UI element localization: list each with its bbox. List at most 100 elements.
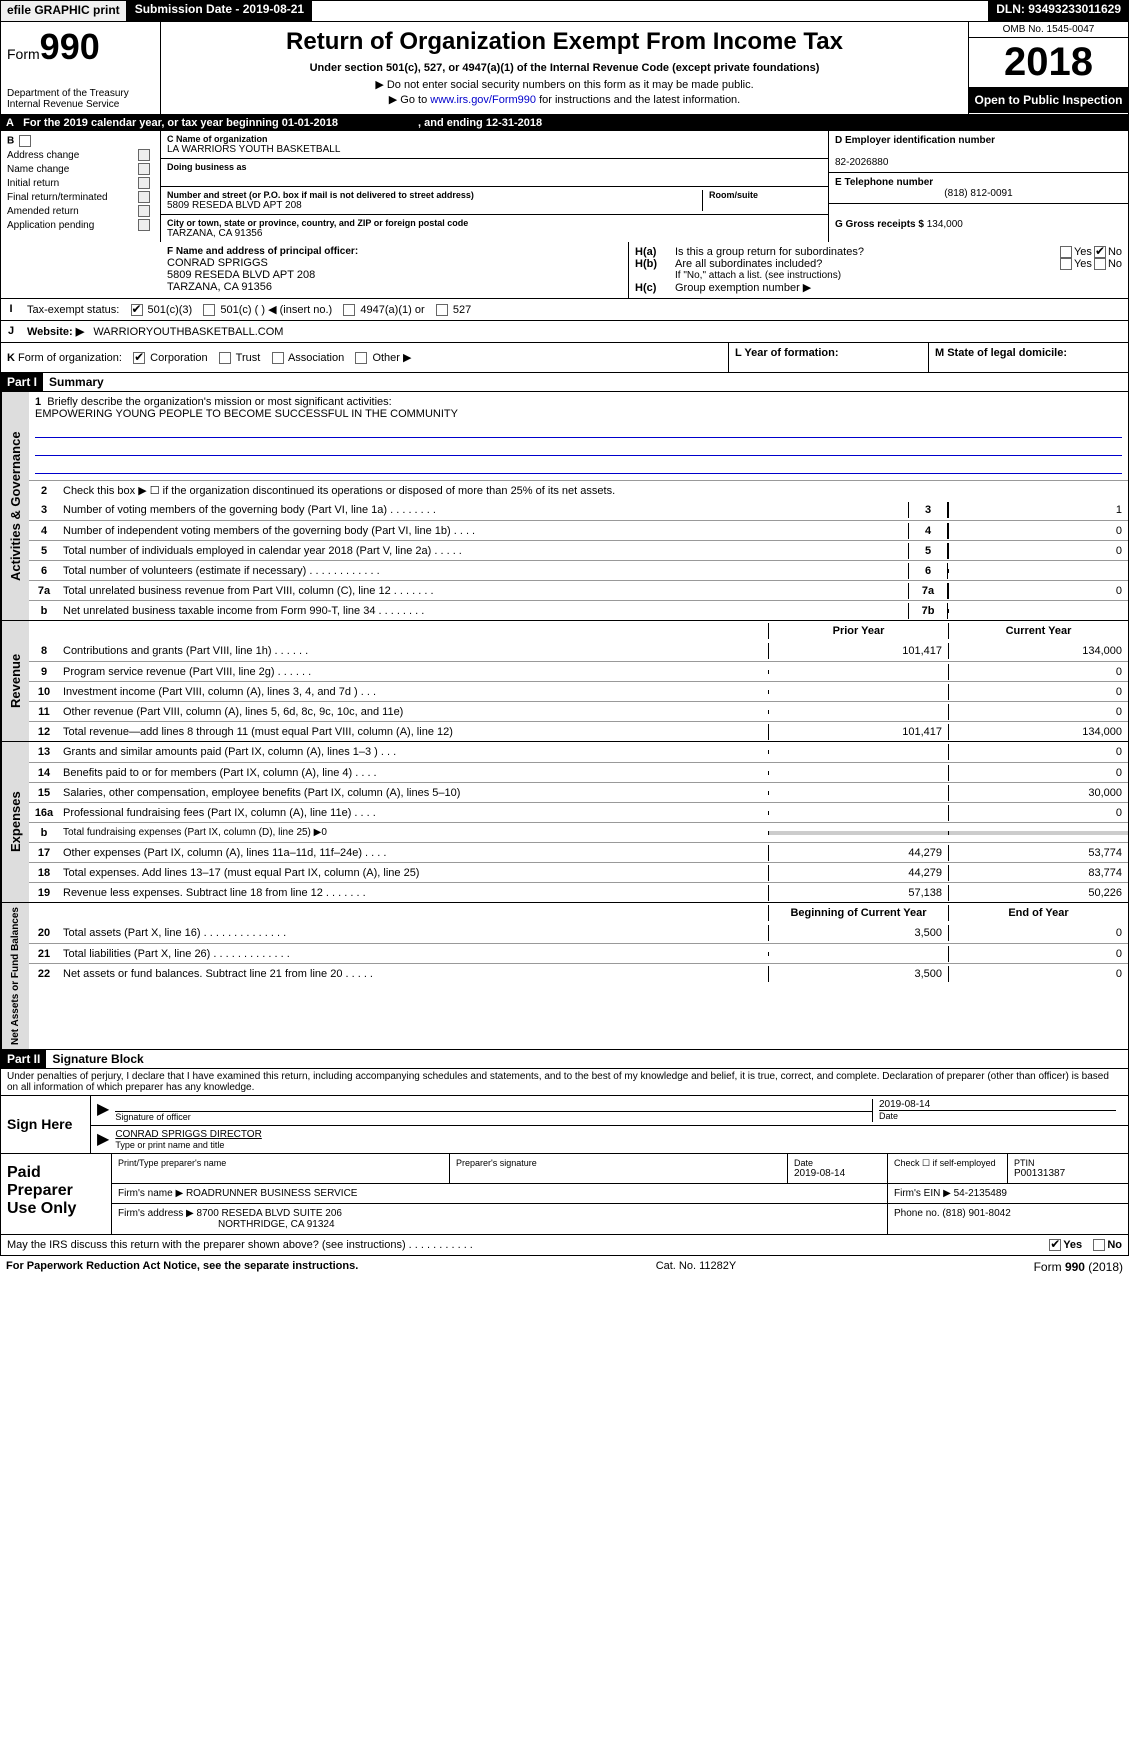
summary-line: 19Revenue less expenses. Subtract line 1… [29,882,1128,902]
summary-line: 14Benefits paid to or for members (Part … [29,762,1128,782]
header-mid: Return of Organization Exempt From Incom… [161,22,968,114]
summary-line: 3Number of voting members of the governi… [29,500,1128,520]
org-city: TARZANA, CA 91356 [167,228,822,239]
col-h: H(a)Is this a group return for subordina… [628,242,1128,298]
summary-line: 13Grants and similar amounts paid (Part … [29,742,1128,762]
dba-row: Doing business as [161,159,828,187]
gross-row: G Gross receipts $ 134,000 [829,204,1128,234]
summary-line: 6Total number of volunteers (estimate if… [29,560,1128,580]
form-ref: Form 990 (2018) [1034,1260,1123,1274]
discuss-row: May the IRS discuss this return with the… [0,1235,1129,1256]
org-name-row: C Name of organization LA WARRIORS YOUTH… [161,131,828,159]
net-label: Net Assets or Fund Balances [1,903,29,1049]
paid-preparer-label: Paid Preparer Use Only [1,1154,111,1234]
dept-treasury: Department of the Treasury Internal Reve… [7,88,154,110]
firm-addr: 8700 RESEDA BLVD SUITE 206 [197,1208,342,1219]
summary-line: bNet unrelated business taxable income f… [29,600,1128,620]
col-d: D Employer identification number 82-2026… [828,131,1128,242]
addr-row: Number and street (or P.O. box if mail i… [161,187,828,215]
tax-status-opt[interactable] [343,304,355,316]
summary-line: 15Salaries, other compensation, employee… [29,782,1128,802]
form-number: Form990 [7,26,154,68]
firm-name: ROADRUNNER BUSINESS SERVICE [186,1188,358,1199]
efile-label: efile GRAPHIC print [0,0,127,22]
perjury: Under penalties of perjury, I declare th… [0,1069,1129,1096]
block-bcd: B Address changeName changeInitial retur… [0,131,1129,242]
summary-line: 21Total liabilities (Part X, line 26) . … [29,943,1128,963]
tax-status-opt[interactable] [131,304,143,316]
summary-line: 10Investment income (Part VIII, column (… [29,681,1128,701]
summary-line: 5Total number of individuals employed in… [29,540,1128,560]
part1-netassets: Net Assets or Fund Balances Beginning of… [0,903,1129,1050]
summary-line: 20Total assets (Part X, line 16) . . . .… [29,923,1128,943]
form-subtitle: Under section 501(c), 527, or 4947(a)(1)… [167,62,962,74]
row-a: A For the 2019 calendar year, or tax yea… [0,115,1129,131]
discuss-no[interactable] [1093,1239,1105,1251]
org-name: LA WARRIORS YOUTH BASKETBALL [167,144,822,155]
footer: For Paperwork Reduction Act Notice, see … [0,1256,1129,1278]
hb-no[interactable] [1094,258,1106,270]
website: WARRIORYOUTHBASKETBALL.COM [93,326,283,338]
summary-line: 11Other revenue (Part VIII, column (A), … [29,701,1128,721]
checkbox-application-pending[interactable]: Application pending [7,219,154,231]
org-address: 5809 RESEDA BLVD APT 208 [167,200,702,211]
gross-receipts: 134,000 [927,219,963,230]
hb-yes[interactable] [1060,258,1072,270]
summary-line: 4Number of independent voting members of… [29,520,1128,540]
tax-year: 2018 [969,38,1128,87]
form-org-opt[interactable] [355,352,367,364]
summary-line: 8Contributions and grants (Part VIII, li… [29,641,1128,661]
open-public: Open to Public Inspection [969,87,1128,113]
checkbox-address-change[interactable]: Address change [7,149,154,161]
row-f-h: F Name and address of principal officer:… [0,242,1129,299]
line1: 1 Briefly describe the organization's mi… [29,392,1128,480]
exp-label: Expenses [1,742,29,902]
part2-header: Part IISignature Block [0,1050,1129,1069]
tax-status-opt[interactable] [203,304,215,316]
irs-link[interactable]: www.irs.gov/Form990 [430,94,536,106]
summary-line: 17Other expenses (Part IX, column (A), l… [29,842,1128,862]
tax-status-opt[interactable] [436,304,448,316]
firm-phone: (818) 901-8042 [942,1208,1010,1219]
form-org-opt[interactable] [219,352,231,364]
checkbox-initial-return[interactable]: Initial return [7,177,154,189]
col-c: C Name of organization LA WARRIORS YOUTH… [161,131,828,242]
checkbox-applicable[interactable] [19,135,31,147]
year-formation: L Year of formation: [728,343,928,372]
form-title: Return of Organization Exempt From Incom… [167,28,962,56]
rev-label: Revenue [1,621,29,741]
col-b: B Address changeName changeInitial retur… [1,131,161,242]
summary-line: bTotal fundraising expenses (Part IX, co… [29,822,1128,842]
sign-here-block: Sign Here ▶ Signature of officer 2019-08… [0,1096,1129,1154]
ein-row: D Employer identification number 82-2026… [829,131,1128,173]
note-ssn: ▶ Do not enter social security numbers o… [167,78,962,91]
ein: 82-2026880 [835,157,1122,168]
part1-revenue: Revenue Prior YearCurrent Year 8Contribu… [0,621,1129,742]
summary-line: 7aTotal unrelated business revenue from … [29,580,1128,600]
checkbox-final-return-terminated[interactable]: Final return/terminated [7,191,154,203]
summary-line: 12Total revenue—add lines 8 through 11 (… [29,721,1128,741]
checkbox-amended-return[interactable]: Amended return [7,205,154,217]
form-org-opt[interactable] [272,352,284,364]
checkbox-name-change[interactable]: Name change [7,163,154,175]
summary-line: 16aProfessional fundraising fees (Part I… [29,802,1128,822]
part1-expenses: Expenses 13Grants and similar amounts pa… [0,742,1129,903]
discuss-yes[interactable] [1049,1239,1061,1251]
header-right: OMB No. 1545-0047 2018 Open to Public In… [968,22,1128,114]
note-goto: ▶ Go to www.irs.gov/Form990 for instruct… [167,93,962,106]
phone-row: E Telephone number (818) 812-0091 [829,173,1128,204]
form-org-opt[interactable] [133,352,145,364]
gov-label: Activities & Governance [1,392,29,620]
firm-ein: 54-2135489 [954,1188,1007,1199]
top-bar: efile GRAPHIC print Submission Date - 20… [0,0,1129,22]
summary-line: 22Net assets or fund balances. Subtract … [29,963,1128,983]
omb-number: OMB No. 1545-0047 [969,22,1128,38]
row-k: K Form of organization: Corporation Trus… [0,343,1129,373]
paid-preparer-block: Paid Preparer Use Only Print/Type prepar… [0,1154,1129,1235]
submission-date: Submission Date - 2019-08-21 [127,0,312,22]
officer-name: CONRAD SPRIGGS DIRECTOR [115,1129,1122,1140]
arrow-icon: ▶ [97,1129,109,1150]
ha-yes[interactable] [1060,246,1072,258]
ha-no[interactable] [1094,246,1106,258]
summary-line: 18Total expenses. Add lines 13–17 (must … [29,862,1128,882]
